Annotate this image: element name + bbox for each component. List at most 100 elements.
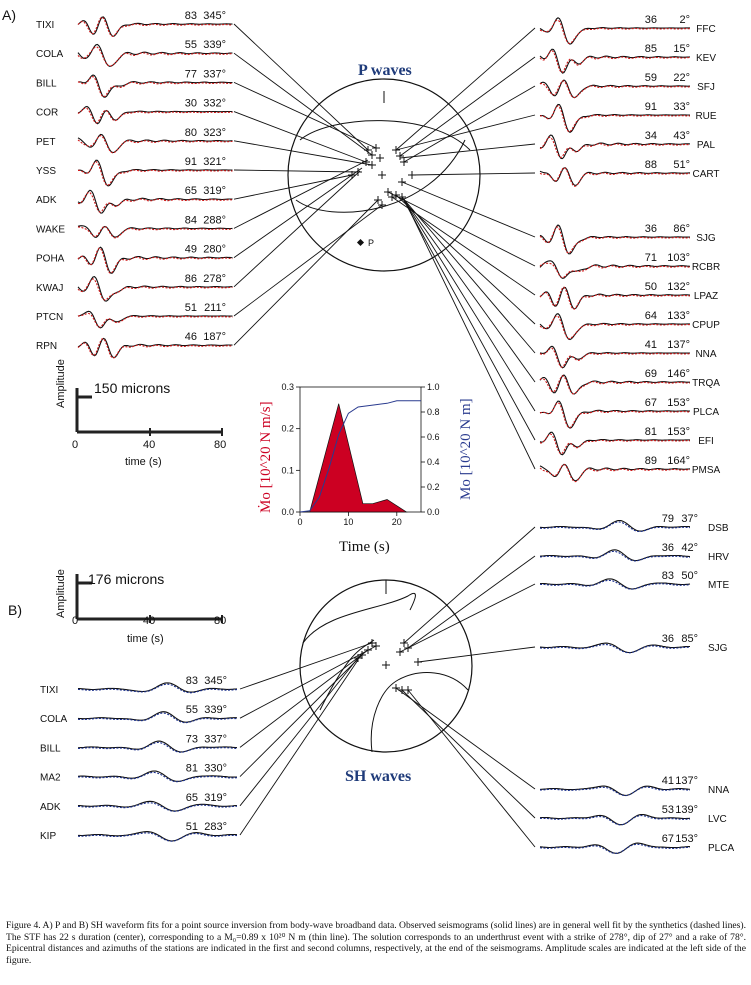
station-distance: 73 [186, 733, 198, 745]
connector-line [401, 196, 536, 441]
station-code: POHA [36, 254, 65, 265]
seismogram-row: EFI 81 153° [539, 426, 714, 456]
seismogram-row: ADK 65 319° [40, 792, 238, 813]
station-code: SJG [708, 643, 728, 654]
station-distance: 34 [645, 130, 657, 142]
synthetic-trace [539, 347, 691, 368]
station-code: DSB [708, 523, 729, 534]
station-cross [398, 193, 406, 201]
station-code: CART [692, 169, 719, 180]
observed-trace [77, 74, 233, 98]
station-azimuth: 15° [673, 43, 690, 55]
station-distance: 46 [185, 331, 197, 343]
station-code: TIXI [40, 685, 58, 696]
seismogram-row: COLA 55 339° [40, 704, 238, 725]
sh-time-tick-label: 80 [214, 615, 226, 627]
observed-trace [539, 813, 691, 826]
connector-line [399, 583, 536, 653]
station-code: BILL [36, 78, 57, 89]
seismogram-row: PMSA 89 164° [539, 455, 720, 483]
station-cross [354, 654, 362, 662]
station-azimuth: 33° [673, 101, 690, 113]
seismogram-row: SJG 36 85° [539, 633, 728, 654]
connector-line [239, 649, 369, 748]
station-distance: 36 [645, 14, 657, 26]
station-distance: 50 [645, 281, 657, 293]
station-cross [368, 151, 376, 159]
station-azimuth: 153° [675, 833, 698, 845]
seismogram-row: COLA 55 339° [36, 39, 233, 67]
synthetic-trace [77, 76, 233, 98]
seismogram-row: PAL 34 43° [539, 130, 716, 160]
station-distance: 83 [662, 570, 674, 582]
synthetic-trace [77, 135, 233, 154]
station-azimuth: 22° [673, 72, 690, 84]
synthetic-trace [77, 683, 238, 694]
connector-line [233, 159, 369, 229]
station-code: COR [36, 108, 58, 119]
p-station-crosses [348, 144, 416, 209]
p-time-tick-label: 0 [72, 439, 78, 451]
p-nodal-plane-1 [299, 120, 471, 151]
seismogram-row: DSB 79 37° [539, 513, 729, 534]
sh-time-tick-label: 40 [143, 615, 155, 627]
station-cross [396, 648, 404, 656]
station-cross [372, 642, 380, 650]
observed-trace [77, 337, 233, 359]
synthetic-trace [539, 226, 690, 254]
observed-trace [539, 79, 691, 99]
synthetic-trace [77, 107, 233, 124]
observed-trace [77, 225, 233, 238]
stf-chart: 0 10 20 0.0 0.1 0.2 0.3 0.0 0.2 0.4 0.6 0.8 1.0 Ṁo [… [258, 382, 474, 555]
station-cross [392, 191, 400, 199]
connector-line [233, 167, 363, 258]
synthetic-trace [539, 843, 690, 854]
synthetic-trace [539, 375, 691, 395]
p-right-seismograms: FFC 36 2° KEV 85 15° SFJ 59 22° RUE 91 33° PAL 34 43° C… [539, 14, 720, 483]
sh-waves-title: SH waves [345, 768, 411, 785]
station-code: PAL [697, 140, 716, 151]
station-distance: 53 [662, 804, 674, 816]
connector-line [401, 196, 536, 354]
connector-line [407, 689, 536, 848]
station-code: PLCA [693, 407, 719, 418]
station-distance: 80 [185, 127, 197, 139]
stf-x-tick-label: 0 [297, 517, 302, 527]
seismogram-row: RCBR 71 103° [539, 252, 720, 279]
station-cross [378, 171, 386, 179]
station-code: NNA [708, 785, 729, 796]
seismogram-row: CPUP 64 133° [539, 310, 720, 341]
observed-trace [539, 48, 691, 74]
observed-trace [539, 167, 691, 186]
station-azimuth: 337° [203, 68, 226, 80]
seismogram-row: KWAJ 86 278° [36, 273, 233, 302]
station-azimuth: 280° [203, 244, 226, 256]
station-azimuth: 2° [679, 14, 690, 26]
synthetic-trace [77, 312, 233, 328]
station-distance: 79 [662, 513, 674, 525]
station-distance: 67 [662, 833, 674, 845]
stf-yleft-tick-label: 0.2 [281, 424, 294, 434]
station-cross [348, 171, 356, 179]
synthetic-trace [539, 262, 691, 279]
connector-line [239, 645, 377, 719]
stf-marks: 0 10 20 0.0 0.1 0.2 0.3 0.0 0.2 0.4 0.6 0.8 1.0 [281, 382, 439, 527]
station-code: PLCA [708, 843, 734, 854]
station-distance: 89 [645, 455, 657, 467]
station-cross [400, 639, 408, 647]
station-azimuth: 319° [203, 185, 226, 197]
station-distance: 36 [645, 223, 657, 235]
observed-trace [539, 103, 691, 133]
observed-trace [77, 682, 238, 693]
stf-x-tick-label: 20 [392, 517, 402, 527]
stf-xlabel: Time (s) [339, 539, 390, 555]
p-time-tick-label: 80 [214, 439, 226, 451]
synthetic-trace [539, 80, 691, 99]
station-code: PET [36, 137, 55, 148]
sh-amplitude-scale: Amplitude 176 microns 0 40 80 time (s) [55, 569, 226, 645]
station-distance: 59 [645, 72, 657, 84]
seismogram-row: FFC 36 2° [539, 14, 716, 45]
station-azimuth: 164° [667, 455, 690, 467]
seismogram-row: TIXI 83 345° [36, 10, 233, 38]
stf-yright-tick-label: 0.4 [427, 457, 440, 467]
